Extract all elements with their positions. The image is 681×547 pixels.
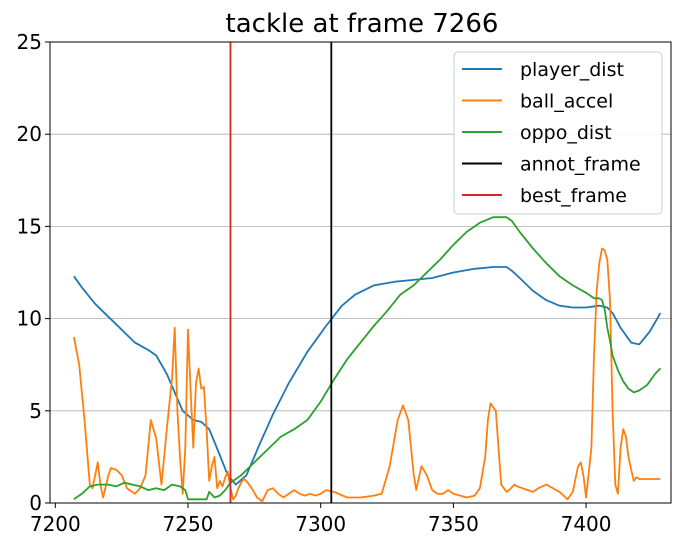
series-line-player-dist bbox=[73, 266, 662, 486]
axis-ticks: 0 5 10 15 20 25 7200 7250 7300 7350 7400 bbox=[17, 30, 612, 536]
y-tick-label: 15 bbox=[17, 214, 42, 238]
series-group bbox=[73, 216, 662, 503]
x-tick-label: 7250 bbox=[163, 512, 214, 536]
y-tick-label: 20 bbox=[17, 122, 42, 146]
series-line-ball-accel bbox=[73, 247, 661, 503]
y-tick-label: 0 bbox=[29, 491, 42, 515]
y-tick-label: 5 bbox=[29, 399, 42, 423]
legend-box bbox=[453, 51, 663, 215]
y-tick-label: 10 bbox=[17, 307, 42, 331]
legend: player_dist ball_accel oppo_dist annot_fram… bbox=[453, 51, 663, 215]
series-line-oppo-dist bbox=[73, 216, 662, 501]
grid bbox=[50, 133, 671, 412]
x-tick-label: 7300 bbox=[295, 512, 346, 536]
legend-label: best_frame bbox=[520, 185, 627, 207]
x-tick-label: 7350 bbox=[428, 512, 479, 536]
legend-label: ball_accel bbox=[520, 91, 613, 113]
legend-label: player_dist bbox=[520, 59, 624, 81]
y-tick-label: 25 bbox=[17, 30, 42, 54]
vertical-lines bbox=[229, 42, 333, 503]
x-tick-label: 7400 bbox=[561, 512, 612, 536]
plot-frame bbox=[49, 41, 672, 504]
legend-label: oppo_dist bbox=[520, 122, 612, 144]
legend-label: annot_frame bbox=[520, 154, 641, 176]
chart-title: tackle at frame 7266 bbox=[226, 9, 499, 39]
x-tick-label: 7200 bbox=[30, 512, 81, 536]
